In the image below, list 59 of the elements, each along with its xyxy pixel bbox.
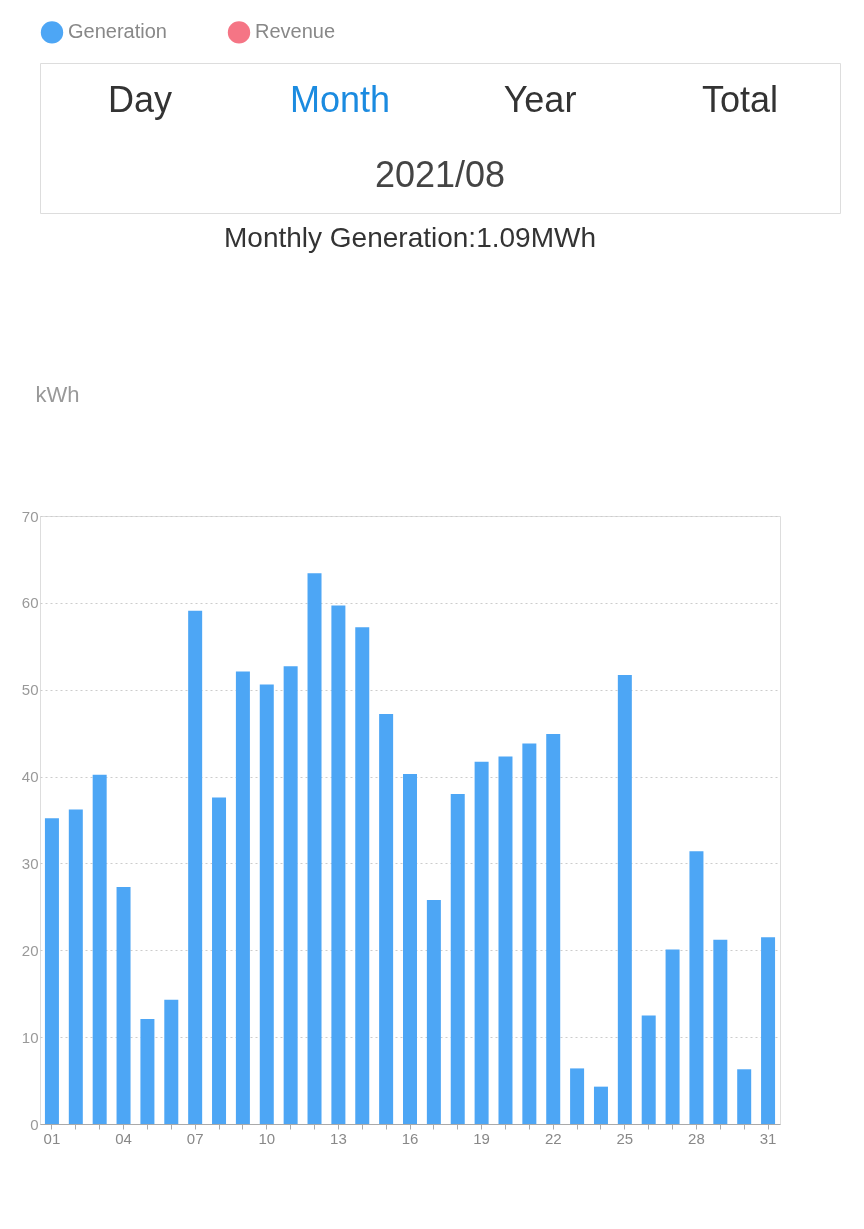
bar xyxy=(188,610,203,1124)
bar xyxy=(546,734,561,1124)
bar xyxy=(355,627,370,1124)
x-tick-label: 13 xyxy=(330,1129,347,1147)
bar xyxy=(235,671,250,1124)
y-tick-label: 30 xyxy=(21,854,39,872)
text: Day xyxy=(107,78,173,120)
x-tick-label: 07 xyxy=(186,1129,204,1147)
y-axis-title: kWh xyxy=(35,381,80,407)
x-tick-label: 04 xyxy=(115,1129,132,1147)
text: 2021/08 xyxy=(374,153,506,195)
y-tick-label: 10 xyxy=(21,1028,39,1046)
y-tick-label: 0 xyxy=(30,1115,39,1133)
bar xyxy=(259,684,274,1124)
bar xyxy=(474,761,489,1124)
legend-label: Revenue xyxy=(255,20,336,43)
bar xyxy=(593,1086,608,1124)
x-tick-label: 31 xyxy=(759,1129,777,1147)
y-tick-label: 50 xyxy=(21,681,39,699)
bar xyxy=(426,899,441,1124)
bar xyxy=(283,666,298,1124)
x-tick-label: 19 xyxy=(473,1129,490,1147)
bar xyxy=(617,674,632,1124)
text: Total xyxy=(701,78,779,120)
bar xyxy=(450,793,465,1124)
bar xyxy=(68,809,83,1124)
text: Year xyxy=(503,78,577,120)
bar xyxy=(737,1069,752,1124)
bar xyxy=(140,1018,155,1124)
bar xyxy=(403,773,417,1124)
bar xyxy=(307,573,322,1124)
chart-title: Monthly Generation:1.09MWh xyxy=(224,222,596,253)
x-tick-label: 16 xyxy=(401,1129,419,1147)
x-tick-label: 01 xyxy=(43,1129,61,1147)
x-tick-label: 10 xyxy=(258,1129,276,1147)
x-tick-label: 22 xyxy=(544,1129,562,1147)
bar xyxy=(641,1015,656,1124)
bar xyxy=(116,886,131,1124)
bar xyxy=(761,937,776,1124)
bar xyxy=(713,939,728,1124)
y-tick-label: 20 xyxy=(21,941,39,959)
bar xyxy=(164,999,179,1124)
bar xyxy=(498,756,513,1124)
bar xyxy=(92,774,107,1124)
bar xyxy=(212,797,227,1124)
bar xyxy=(689,851,704,1124)
x-tick-label: 25 xyxy=(616,1129,634,1147)
y-tick-label: 70 xyxy=(21,507,39,525)
bar xyxy=(331,605,346,1124)
bar xyxy=(570,1068,585,1124)
bar xyxy=(44,818,59,1124)
bar xyxy=(379,714,394,1124)
bar xyxy=(665,949,680,1124)
y-tick-label: 60 xyxy=(21,594,39,612)
text: Month xyxy=(289,78,391,120)
x-tick-label: 28 xyxy=(688,1129,705,1147)
y-tick-label: 40 xyxy=(21,768,39,786)
legend-label: Generation xyxy=(68,20,167,43)
bar xyxy=(522,743,537,1124)
